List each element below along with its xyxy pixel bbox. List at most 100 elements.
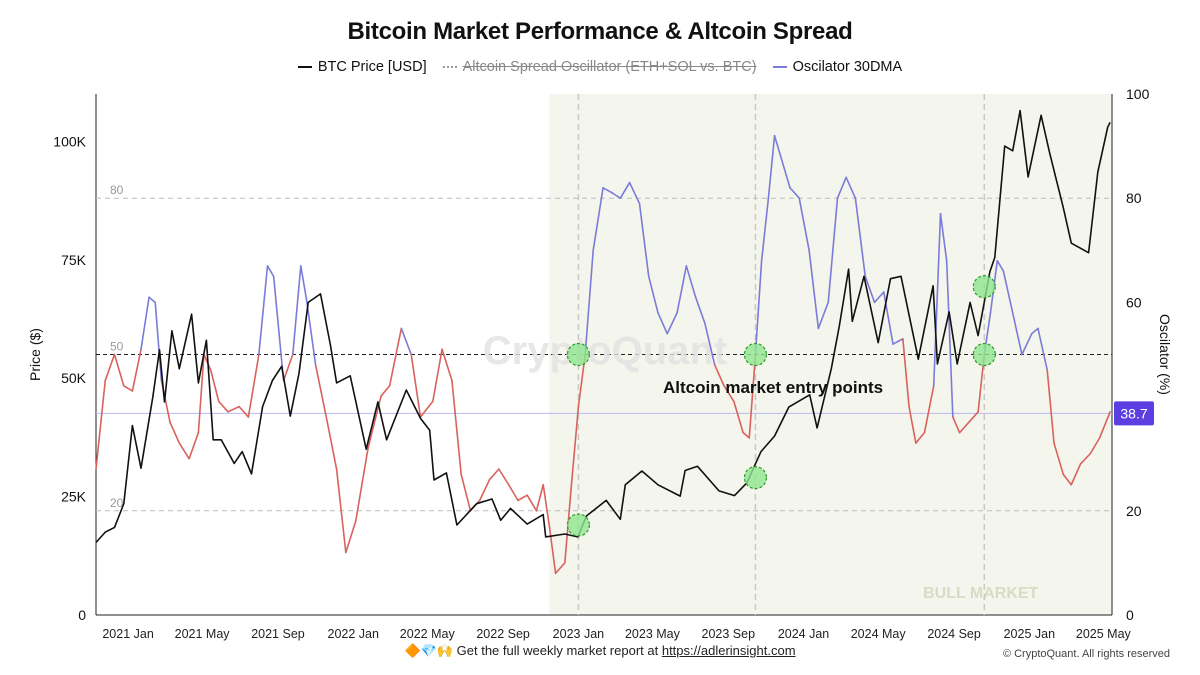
oscillator-segment xyxy=(1031,327,1039,335)
entry-points-annotation: Altcoin market entry points xyxy=(663,378,883,397)
y-right-axis-title: Oscilator (%) xyxy=(1157,314,1173,395)
oscillator-segment xyxy=(238,405,250,418)
oscillator-segment xyxy=(197,353,205,434)
oscillator-segment xyxy=(779,155,791,189)
legend-swatch-btc xyxy=(297,66,312,68)
x-tick-label: 2023 Sep xyxy=(702,627,756,641)
oscillator-segment xyxy=(932,213,942,387)
x-tick-label: 2022 May xyxy=(400,627,456,641)
oscillator-segment xyxy=(798,197,810,252)
y-right-tick-label: 80 xyxy=(1126,190,1142,206)
oscillator-segment xyxy=(864,275,876,304)
oscillator-segment xyxy=(742,431,751,439)
y-left-tick-label: 75K xyxy=(61,252,87,268)
oscillator-segment xyxy=(713,364,725,387)
oscillator-segment xyxy=(95,379,107,470)
current-value-label: 38.7 xyxy=(1120,405,1147,421)
x-tick-label: 2023 May xyxy=(625,627,681,641)
oscillator-segment xyxy=(619,181,631,199)
footer-emoji: 🔶💎🙌 xyxy=(404,643,454,658)
oscillator-segment xyxy=(892,338,904,345)
oscillator-segment xyxy=(131,348,142,392)
oscillator-segment xyxy=(952,416,961,434)
oscillator-segment xyxy=(1037,327,1049,371)
oscillator-segment xyxy=(300,265,308,304)
oscillator-segment xyxy=(478,478,491,502)
oscillator-segment xyxy=(939,213,948,262)
oscillator-segment xyxy=(432,348,443,403)
oscillator-segment xyxy=(217,400,229,413)
oscillator-segment xyxy=(873,291,885,304)
oscillator-segment xyxy=(178,442,190,460)
x-tick-label: 2021 Jan xyxy=(102,627,153,641)
oscillator-segment xyxy=(611,192,622,199)
oscillator-segment xyxy=(498,468,510,486)
oscillator-segment xyxy=(996,259,1005,272)
oscillator-segment xyxy=(1079,452,1092,465)
entry-point-marker xyxy=(972,342,996,367)
entry-point-marker xyxy=(566,513,590,537)
oscillator-segment xyxy=(227,405,240,413)
x-tick-label: 2024 Jan xyxy=(778,627,829,641)
oscillator-segment xyxy=(602,186,614,194)
entry-point-marker xyxy=(566,342,590,367)
legend-label-btc: BTC Price [USD] xyxy=(317,59,427,75)
oscillator-segment xyxy=(209,369,220,403)
entry-point-marker xyxy=(743,466,768,490)
oscillator-segment xyxy=(767,134,776,199)
y-right-tick-label: 20 xyxy=(1126,503,1142,519)
oscillator-segment xyxy=(554,562,566,575)
oscillator-segment xyxy=(592,186,604,252)
oscillator-segment xyxy=(542,483,551,528)
oscillator-segment xyxy=(507,483,519,502)
oscillator-segment xyxy=(282,353,294,382)
threshold-label-50: 50 xyxy=(110,340,124,354)
watermark: CryptoQuant xyxy=(483,329,727,373)
oscillator-segment xyxy=(760,197,770,262)
oscillator-segment xyxy=(148,296,157,304)
oscillator-segment xyxy=(908,405,917,444)
oscillator-segment xyxy=(958,421,970,434)
oscillator-segment xyxy=(733,400,744,434)
oscillator-segment xyxy=(570,405,580,491)
threshold-label-20: 20 xyxy=(110,496,124,510)
legend-swatch-altcoin-spread xyxy=(442,66,457,68)
oscillator-segment xyxy=(584,249,595,356)
legend-label-oscillator: Oscilator 30DMA xyxy=(792,59,903,75)
legend-item-oscillator-30dma[interactable]: Oscilator 30DMA xyxy=(772,59,903,75)
legend-item-altcoin-spread[interactable]: Altcoin Spread Oscillator (ETH+SOL vs. B… xyxy=(442,59,757,75)
oscillator-segment xyxy=(647,275,659,314)
oscillator-segment xyxy=(1098,411,1111,439)
oscillator-segment xyxy=(548,525,557,575)
y-left-tick-label: 100K xyxy=(53,133,86,149)
x-tick-label: 2024 Sep xyxy=(927,627,981,641)
oscillator-segment xyxy=(1021,332,1033,356)
bull-market-label: BULL MARKET xyxy=(923,585,1038,602)
oscillator-segment xyxy=(685,265,697,298)
oscillator-segment xyxy=(882,291,894,345)
oscillator-segment xyxy=(354,447,369,523)
footer-link[interactable]: https://adlerinsight.com xyxy=(661,643,796,658)
oscillator-segment xyxy=(789,186,801,199)
oscillator-segment xyxy=(748,353,757,439)
x-tick-label: 2022 Sep xyxy=(476,627,530,641)
oscillator-segment xyxy=(845,176,857,199)
oscillator-segment xyxy=(1002,270,1014,314)
oscillator-segment xyxy=(380,384,391,397)
oscillator-segment xyxy=(258,265,269,356)
oscillator-segment xyxy=(517,494,528,502)
oscillator-segment xyxy=(291,265,302,356)
oscillator-segment xyxy=(854,197,867,278)
oscillator-segment xyxy=(1070,463,1082,486)
oscillator-segment xyxy=(140,296,150,351)
oscillator-segment xyxy=(154,301,163,382)
oscillator-segment xyxy=(723,384,735,403)
y-right-tick-label: 0 xyxy=(1126,607,1134,623)
oscillator-segment xyxy=(113,353,125,387)
oscillator-segment xyxy=(827,197,839,304)
oscillator-segment xyxy=(526,494,538,512)
oscillator-segment xyxy=(666,312,678,335)
legend-item-btc-price[interactable]: BTC Price [USD] xyxy=(297,59,427,75)
oscillator-segment xyxy=(808,249,820,330)
